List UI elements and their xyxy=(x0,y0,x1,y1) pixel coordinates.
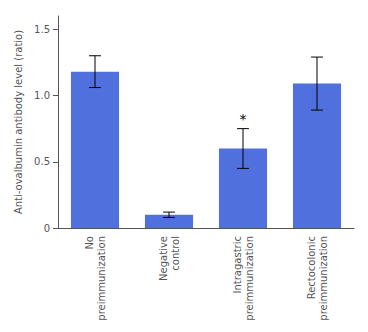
svg-text:0.5: 0.5 xyxy=(34,156,50,167)
svg-text:*: * xyxy=(240,111,247,127)
svg-text:control: control xyxy=(170,236,181,271)
svg-text:Rectocolonic: Rectocolonic xyxy=(306,236,317,299)
svg-text:Negative: Negative xyxy=(158,236,169,281)
svg-text:preimmunization: preimmunization xyxy=(96,236,107,321)
svg-text:0: 0 xyxy=(44,223,50,234)
svg-text:preimmunization: preimmunization xyxy=(318,236,329,321)
svg-text:No: No xyxy=(84,236,95,250)
svg-text:1.5: 1.5 xyxy=(34,24,50,35)
svg-text:preimmunization: preimmunization xyxy=(244,236,255,321)
svg-text:1.0: 1.0 xyxy=(34,90,50,101)
svg-text:Anti-ovalbumin antibody level: Anti-ovalbumin antibody level (ratio) xyxy=(13,30,24,214)
svg-text:Intragastric: Intragastric xyxy=(232,236,243,293)
